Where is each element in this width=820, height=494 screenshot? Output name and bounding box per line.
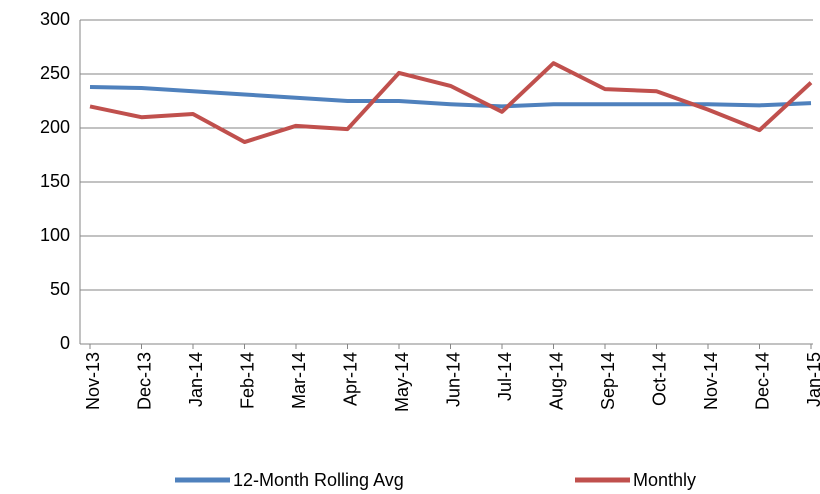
y-tick-label: 50 <box>50 279 70 299</box>
y-tick-label: 250 <box>40 63 70 83</box>
x-tick-label: May-14 <box>392 352 412 412</box>
x-tick-label: Nov-13 <box>83 352 103 410</box>
x-tick-label: Oct-14 <box>649 352 669 406</box>
y-tick-label: 150 <box>40 171 70 191</box>
line-series <box>89 84 812 109</box>
legend-label: Monthly <box>633 470 696 490</box>
x-tick-label: Sep-14 <box>598 352 618 410</box>
x-tick-label: Aug-14 <box>546 352 566 410</box>
x-tick-label: Mar-14 <box>289 352 309 409</box>
x-tick-label: Dec-13 <box>134 352 154 410</box>
x-tick-label: Dec-14 <box>752 352 772 410</box>
y-tick-label: 200 <box>40 117 70 137</box>
line-series <box>89 61 813 145</box>
x-tick-label: Jan-15 <box>804 352 820 407</box>
y-tick-label: 0 <box>60 333 70 353</box>
x-tick-label: Apr-14 <box>340 352 360 406</box>
x-tick-label: Nov-14 <box>701 352 721 410</box>
y-tick-label: 300 <box>40 9 70 29</box>
legend-label: 12-Month Rolling Avg <box>233 470 404 490</box>
y-tick-label: 100 <box>40 225 70 245</box>
x-tick-label: Jan-14 <box>186 352 206 407</box>
x-tick-label: Feb-14 <box>237 352 257 409</box>
x-tick-label: Jun-14 <box>443 352 463 407</box>
x-tick-label: Jul-14 <box>495 352 515 401</box>
